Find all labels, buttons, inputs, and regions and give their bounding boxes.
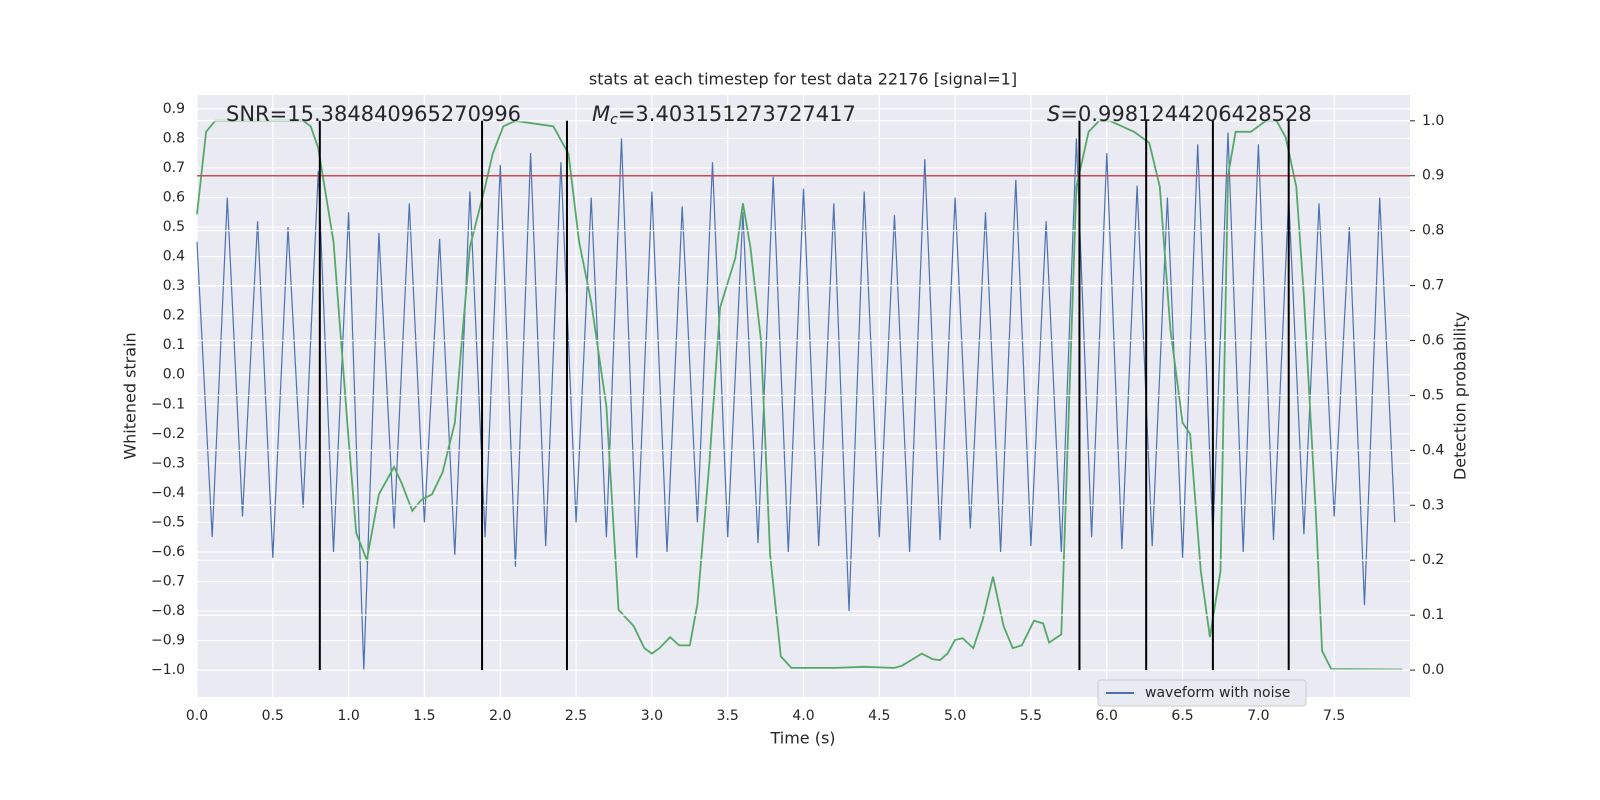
y2-tick-label: 0.2	[1422, 552, 1444, 568]
y-tick-label: −0.2	[151, 426, 185, 442]
s-annotation: S=0.9981244206428528	[1047, 102, 1312, 126]
lines	[197, 120, 1410, 671]
x-tick-label: 3.5	[717, 708, 739, 724]
s-value: =0.9981244206428528	[1060, 102, 1311, 126]
legend-box	[1097, 679, 1307, 707]
y2-tick-label: 0.7	[1422, 278, 1444, 294]
y-tick-label: −0.9	[151, 633, 185, 649]
y2-tick-label: 0.6	[1422, 333, 1444, 349]
x-tick-label: 5.5	[1020, 708, 1042, 724]
x-tick-label: 2.5	[565, 708, 587, 724]
legend-label: waveform with noise	[1145, 685, 1290, 701]
y-axis-label: Whitened strain	[121, 332, 140, 459]
y-tick-label: −0.5	[151, 514, 185, 530]
y2-tick-label: 0.8	[1422, 223, 1444, 239]
chart-title: stats at each timestep for test data 221…	[589, 70, 1017, 89]
x-axis-label: Time (s)	[769, 729, 835, 748]
legend: waveform with noise	[1097, 679, 1307, 707]
x-tick-label: 6.5	[1171, 708, 1193, 724]
y2-tick-label: 0.3	[1422, 497, 1444, 513]
y-tick-label: 0.0	[163, 367, 185, 383]
x-tick-label: 4.5	[868, 708, 890, 724]
y-tick-label: −0.7	[151, 574, 185, 590]
y2-axis-label: Detection probability	[1451, 312, 1470, 480]
x-tick-label: 2.0	[489, 708, 511, 724]
y2-tick-label: 0.5	[1422, 387, 1444, 403]
x-tick-label: 3.0	[641, 708, 663, 724]
x-tick-label: 4.0	[792, 708, 814, 724]
y-tick-label: −0.6	[151, 544, 185, 560]
mc-symbol: M	[592, 102, 610, 126]
snr-annotation: SNR=15.384840965270996	[226, 102, 521, 126]
y2-tick-label: 1.0	[1422, 113, 1444, 129]
y-tick-label: 0.4	[163, 249, 185, 265]
mc-value: =3.403151273727417	[618, 102, 856, 126]
y-tick-label: −1.0	[151, 662, 185, 678]
y2-tick-label: 0.9	[1422, 168, 1444, 184]
x-tick-label: 7.0	[1247, 708, 1269, 724]
y-tick-label: 0.7	[163, 160, 185, 176]
series-line	[196, 119, 1403, 671]
x-tick-label: 0.0	[186, 708, 208, 724]
x-tick-label: 0.5	[262, 708, 284, 724]
x-tick-label: 7.5	[1323, 708, 1345, 724]
x-tick-label: 1.5	[413, 708, 435, 724]
y-tick-label: 0.2	[163, 308, 185, 324]
y2-tick-label: 0.4	[1422, 442, 1444, 458]
y-tick-label: 0.5	[163, 219, 185, 235]
y-tick-label: 0.9	[163, 101, 185, 117]
y-tick-label: −0.4	[151, 485, 185, 501]
y-tick-label: 0.1	[163, 337, 185, 353]
mc-annotation: Mc=3.403151273727417	[592, 102, 856, 128]
y-tick-label: 0.3	[163, 278, 185, 294]
y2-tick-label: 0.1	[1422, 607, 1444, 623]
x-tick-label: 6.0	[1096, 708, 1118, 724]
labels: 0.0 0.5 1.0 1.5 2.0 2.5 3.0 3.5 4.0 4.5 5.0 5.5 6.0 6…	[151, 101, 1444, 724]
y-tick-label: −0.3	[151, 455, 185, 471]
y-tick-label: 0.8	[163, 130, 185, 146]
y-tick-label: −0.1	[151, 396, 185, 412]
mc-subscript: c	[610, 112, 618, 128]
y-tick-label: 0.6	[163, 189, 185, 205]
y2-tick-label: 0.0	[1422, 662, 1444, 678]
y-tick-label: −0.8	[151, 603, 185, 619]
marks	[196, 119, 1403, 671]
x-tick-label: 1.0	[337, 708, 359, 724]
x-tick-label: 5.0	[944, 708, 966, 724]
s-symbol: S	[1047, 102, 1060, 126]
